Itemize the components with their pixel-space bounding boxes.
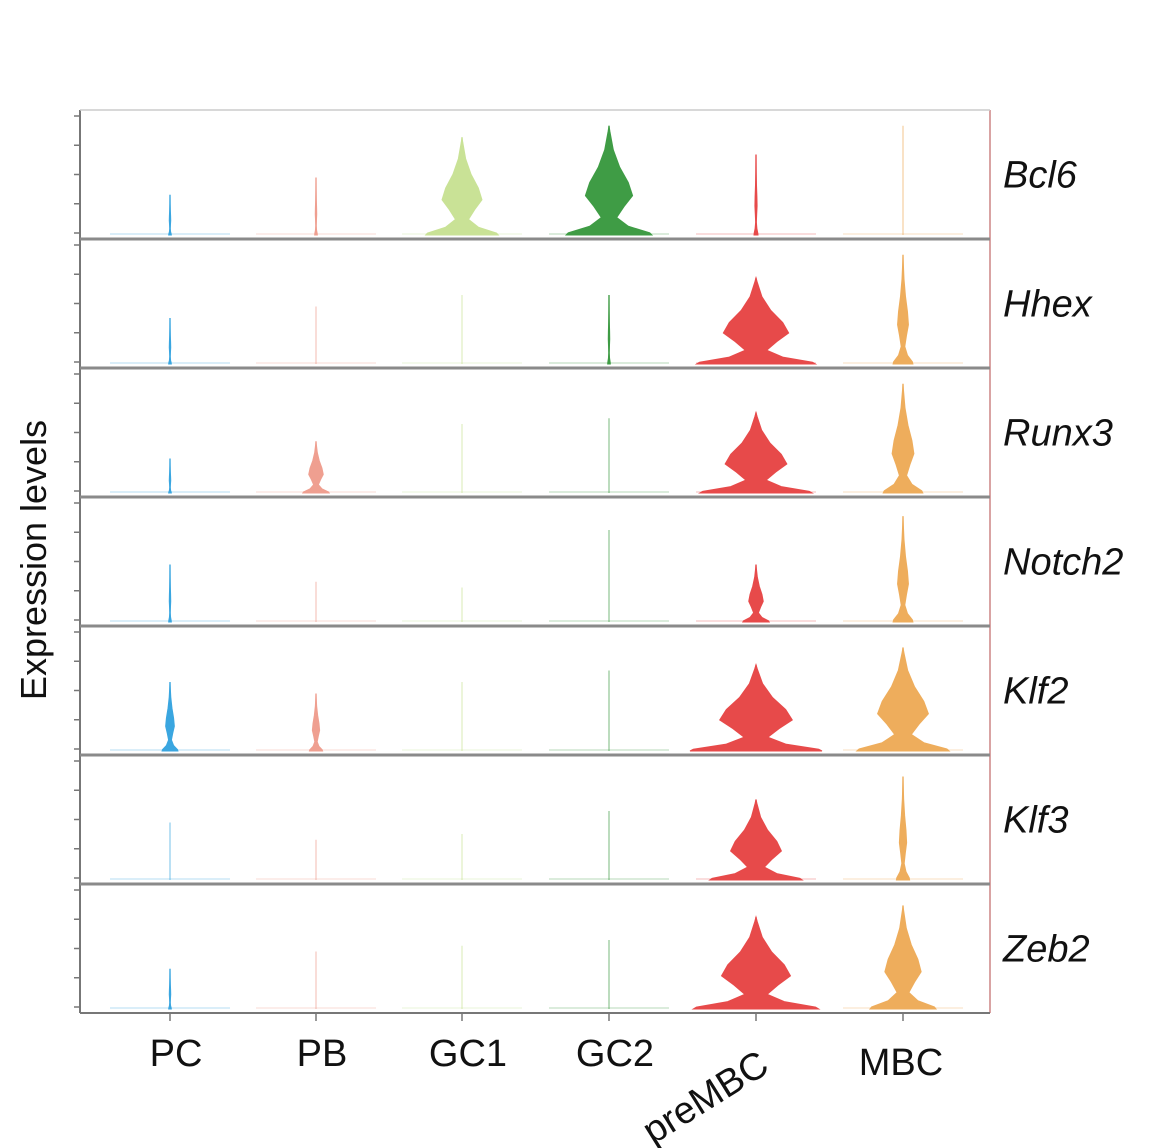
violin-Klf3-preMBC [708,799,804,881]
violin-Hhex-GC2 [607,294,611,365]
violin-Bcl6-GC2 [564,125,654,236]
violin-Hhex-preMBC [694,275,818,365]
violin-Klf2-PB [308,693,324,752]
violin-Hhex-PC [168,317,172,365]
violin-Bcl6-PC [168,194,172,236]
violin-Zeb2-preMBC [691,915,821,1010]
violin-Hhex-MBC [892,254,914,365]
gene-label: Runx3 [1003,413,1113,455]
y-axis-title: Expression levels [13,420,54,700]
violin-Bcl6-GC1 [424,137,500,236]
x-tick-label: MBC [859,1042,943,1084]
gene-label: Bcl6 [1003,155,1078,197]
gene-label: Hhex [1003,284,1094,326]
violin-Klf3-MBC [895,776,911,881]
violin-Klf2-preMBC [689,663,823,752]
x-tick-label: PB [297,1033,348,1075]
violin-Bcl6-preMBC [753,154,759,236]
violin-Runx3-PC [168,458,172,494]
violin-Zeb2-PC [168,968,172,1010]
x-tick-label: PC [150,1033,203,1075]
x-tick-label: preMBC [635,1043,775,1148]
gene-label: Notch2 [1003,542,1123,584]
violin-Notch2-PC [168,564,172,623]
violin-Notch2-MBC [892,516,914,623]
violin-Runx3-PB [301,441,331,494]
violin-Runx3-preMBC [698,410,814,494]
x-tick-label: GC2 [576,1033,654,1075]
violin-Notch2-preMBC [741,564,771,623]
violin-Runx3-MBC [882,383,924,494]
violin-Zeb2-MBC [868,905,938,1010]
gene-label: Klf2 [1003,671,1068,713]
violin-Klf2-PC [161,681,179,752]
x-tick-label: GC1 [429,1033,507,1075]
gene-label: Klf3 [1003,800,1068,842]
gene-label: Zeb2 [1002,929,1090,971]
violin-Klf2-MBC [855,647,951,752]
violin-Bcl6-PB [314,177,318,236]
